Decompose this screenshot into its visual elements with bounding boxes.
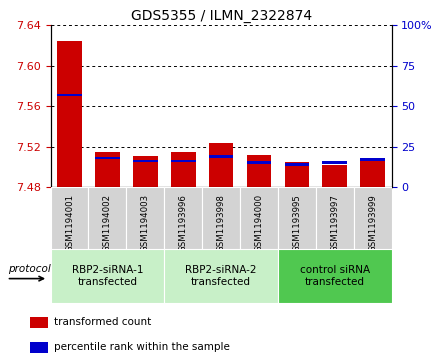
Bar — [57, 41, 82, 187]
Bar — [95, 156, 120, 159]
Bar — [133, 156, 158, 187]
Text: GSM1194001: GSM1194001 — [65, 194, 74, 253]
Bar — [285, 163, 309, 166]
Title: GDS5355 / ILMN_2322874: GDS5355 / ILMN_2322874 — [131, 9, 312, 23]
Text: GSM1194003: GSM1194003 — [141, 194, 150, 253]
Bar — [95, 152, 120, 187]
Bar — [57, 94, 82, 96]
Bar — [316, 187, 354, 249]
Bar — [240, 187, 278, 249]
Text: transformed count: transformed count — [54, 318, 151, 327]
Bar — [323, 162, 347, 164]
Bar — [126, 187, 164, 249]
Bar — [30, 342, 48, 353]
Text: protocol: protocol — [7, 264, 50, 274]
Bar — [360, 161, 385, 187]
Text: control siRNA
transfected: control siRNA transfected — [300, 265, 370, 287]
Text: RBP2-siRNA-2
transfected: RBP2-siRNA-2 transfected — [185, 265, 257, 287]
Bar — [360, 158, 385, 161]
Bar — [278, 249, 392, 303]
Bar — [247, 155, 271, 187]
Text: GSM1194000: GSM1194000 — [254, 194, 264, 253]
Bar — [209, 143, 233, 187]
Bar — [202, 187, 240, 249]
Bar — [354, 187, 392, 249]
Bar — [323, 165, 347, 187]
Bar — [51, 249, 164, 303]
Bar — [51, 187, 88, 249]
Text: GSM1194002: GSM1194002 — [103, 194, 112, 253]
Bar — [133, 160, 158, 162]
Bar — [247, 162, 271, 164]
Text: GSM1193999: GSM1193999 — [368, 194, 377, 252]
Text: GSM1193997: GSM1193997 — [330, 194, 339, 252]
Bar — [285, 162, 309, 187]
Text: GSM1193995: GSM1193995 — [292, 194, 301, 252]
Bar — [171, 152, 195, 187]
Bar — [88, 187, 126, 249]
Text: GSM1193998: GSM1193998 — [216, 194, 226, 252]
Bar — [164, 187, 202, 249]
Text: percentile rank within the sample: percentile rank within the sample — [54, 342, 230, 352]
Bar — [209, 155, 233, 158]
Text: GSM1193996: GSM1193996 — [179, 194, 188, 252]
Bar — [171, 160, 195, 162]
Text: RBP2-siRNA-1
transfected: RBP2-siRNA-1 transfected — [72, 265, 143, 287]
Bar — [30, 317, 48, 328]
Bar — [164, 249, 278, 303]
Bar — [278, 187, 316, 249]
